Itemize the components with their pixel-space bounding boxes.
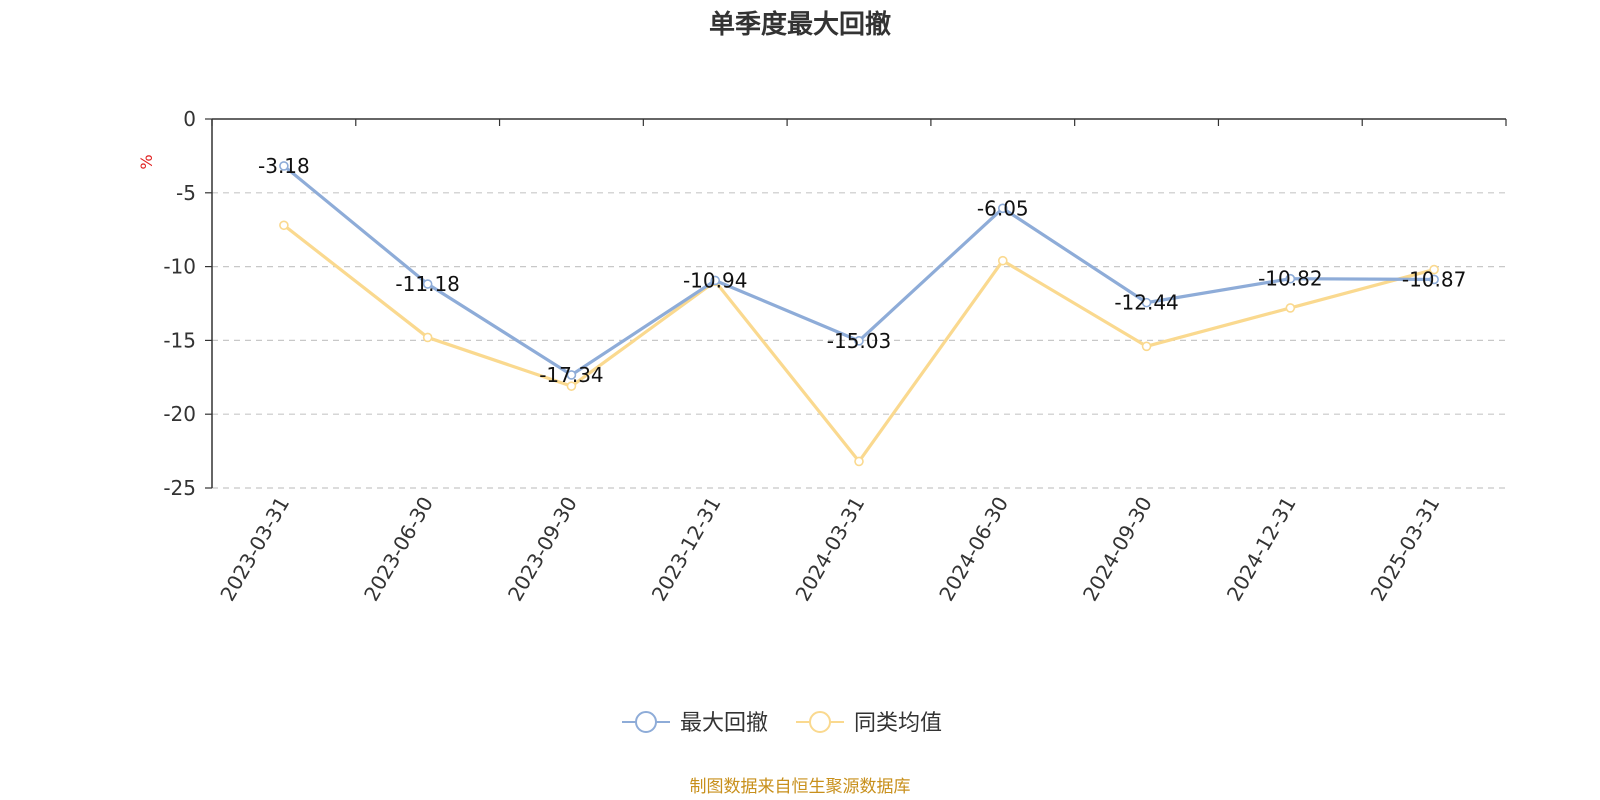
axes: 0 -5 -10 -15 -20 -25 2023-03-31 2023-06-30 2023-…: [163, 107, 1507, 606]
legend-label: 最大回撤: [680, 711, 768, 736]
x-tick-label: 2024-12-31: [1222, 493, 1301, 606]
data-point[interactable]: [422, 332, 433, 343]
source-note: 制图数据来自恒生聚源数据库: [690, 777, 911, 797]
data-label: -15.03: [827, 329, 891, 353]
y-axis-unit: %: [137, 154, 156, 169]
legend-marker-icon: [635, 711, 657, 733]
y-tick-label: 0: [183, 107, 196, 131]
y-tick-label: -25: [163, 476, 196, 500]
legend-item[interactable]: 最大回撤: [622, 711, 768, 736]
data-label: -10.82: [1258, 267, 1322, 291]
data-point[interactable]: [279, 161, 289, 171]
x-tick-label: 2023-03-31: [215, 493, 294, 606]
data-point[interactable]: [1429, 274, 1439, 285]
data-point[interactable]: [422, 279, 433, 289]
x-tick-label: 2024-06-30: [934, 493, 1013, 606]
y-tick-label: -20: [163, 402, 196, 426]
data-point[interactable]: [1141, 297, 1152, 308]
data-labels: -3.18 -11.18 -17.34 -10.94 -15.03 -6.05 -12.44…: [258, 154, 1466, 387]
y-tick-label: -5: [176, 181, 196, 205]
y-tick-label: -15: [163, 328, 196, 352]
data-label: -12.44: [1114, 291, 1178, 315]
data-point[interactable]: [566, 370, 577, 380]
legend-marker-icon: [809, 711, 831, 733]
data-label: -11.18: [395, 272, 459, 296]
data-point[interactable]: [997, 203, 1008, 214]
series-lines: [279, 161, 1439, 467]
data-point[interactable]: [279, 220, 289, 231]
x-tick-label: 2023-09-30: [503, 493, 582, 606]
legend-label: 同类均值: [854, 711, 942, 736]
chart-title: 单季度最大回撤: [709, 9, 891, 40]
data-label: -6.05: [977, 196, 1029, 220]
x-tick-label: 2025-03-31: [1366, 493, 1445, 606]
data-point[interactable]: [997, 255, 1008, 266]
data-point[interactable]: [1285, 273, 1296, 284]
x-tick-label: 2023-06-30: [359, 492, 438, 605]
data-label: -3.18: [258, 154, 310, 178]
data-label: -10.94: [683, 268, 747, 292]
x-tick-label: 2023-12-31: [647, 493, 726, 606]
legend[interactable]: 最大回撤 同类均值: [622, 711, 942, 736]
x-tick-label: 2024-03-31: [790, 493, 869, 606]
data-point[interactable]: [854, 336, 864, 346]
data-label: -17.34: [539, 363, 603, 387]
y-tick-label: -10: [163, 255, 196, 279]
data-label: -10.87: [1402, 267, 1466, 291]
data-point[interactable]: [710, 275, 721, 286]
legend-item[interactable]: 同类均值: [796, 711, 942, 736]
data-point[interactable]: [854, 456, 864, 467]
data-point[interactable]: [566, 381, 577, 391]
data-point[interactable]: [1429, 264, 1439, 275]
data-point[interactable]: [1285, 303, 1296, 313]
data-point[interactable]: [1141, 341, 1152, 352]
x-tick-label: 2024-09-30: [1078, 493, 1157, 606]
grid-lines: [212, 192, 1506, 489]
